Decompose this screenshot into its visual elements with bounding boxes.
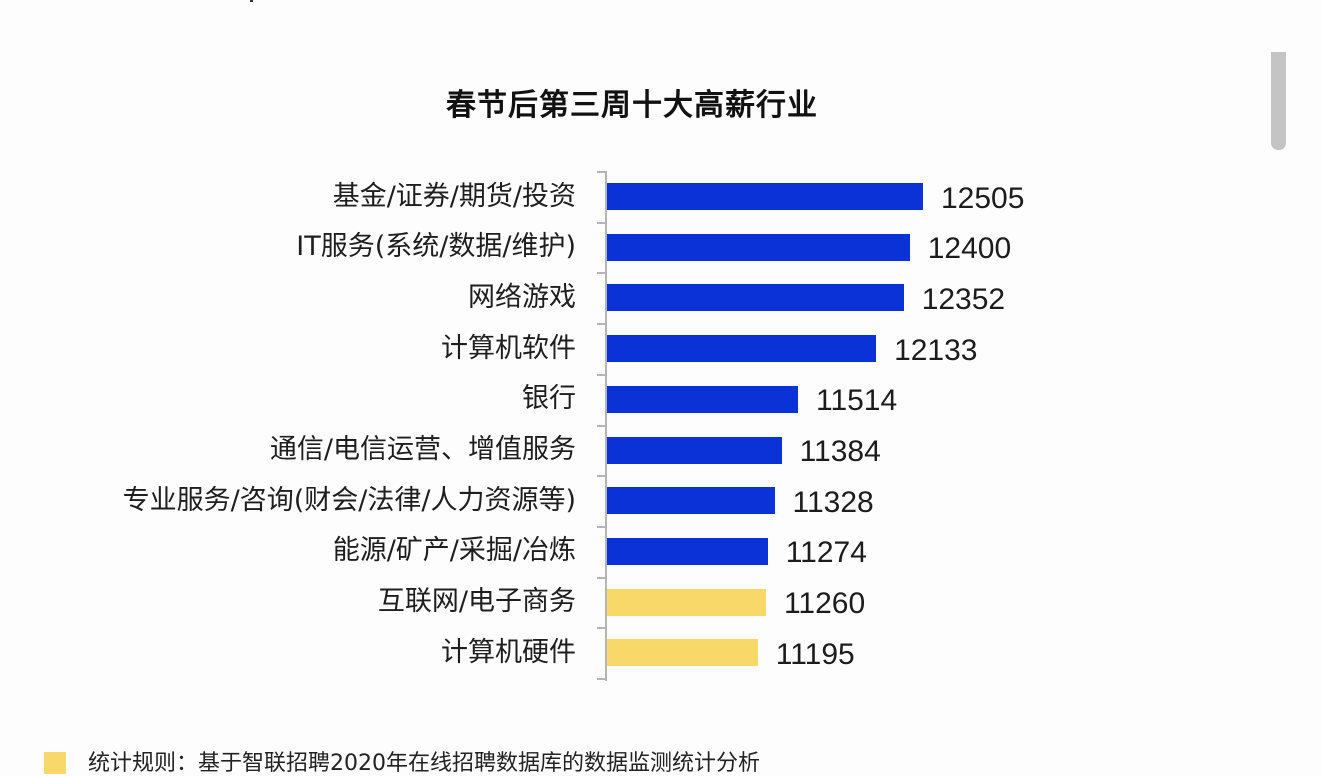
axis-tick xyxy=(597,627,606,630)
bar xyxy=(607,436,782,464)
data-label: 11260 xyxy=(783,587,866,621)
data-label: 12133 xyxy=(894,333,978,367)
axis-tick xyxy=(597,373,606,376)
axis-tick xyxy=(597,272,606,275)
category-label: 计算机软件 xyxy=(441,332,576,364)
scrollbar-thumb[interactable] xyxy=(1271,52,1286,150)
axis-tick xyxy=(597,323,606,326)
axis-tick xyxy=(597,525,606,528)
data-label: 11384 xyxy=(799,435,881,468)
category-label: 计算机硬件 xyxy=(441,636,576,668)
category-label: 基金/证券/期货/投资 xyxy=(332,180,576,212)
axis-tick xyxy=(597,475,606,478)
category-label: IT服务(系统/数据/维护) xyxy=(296,231,576,263)
data-label: 11514 xyxy=(815,384,898,418)
category-axis xyxy=(605,171,607,681)
axis-tick xyxy=(597,171,606,173)
data-label: 12505 xyxy=(941,181,1025,215)
category-label: 专业服务/咨询(财会/法律/人力资源等) xyxy=(122,484,576,516)
data-label: 11274 xyxy=(785,536,867,570)
axis-tick xyxy=(597,424,606,427)
bar xyxy=(607,284,904,312)
category-label: 互联网/电子商务 xyxy=(377,586,576,618)
bar xyxy=(607,335,877,363)
bar xyxy=(607,487,775,515)
bar xyxy=(607,233,910,261)
chart-title: 春节后第三周十大高薪行业 xyxy=(446,88,818,123)
artifact-dot xyxy=(250,0,253,2)
category-label: 通信/电信运营、增值服务 xyxy=(269,434,576,465)
footnote: 统计规则：基于智联招聘2020年在线招聘数据库的数据监测统计分析 xyxy=(44,752,760,776)
bar xyxy=(607,385,798,413)
data-label: 12352 xyxy=(921,282,1006,316)
category-label: 银行 xyxy=(522,383,576,415)
axis-tick xyxy=(597,576,606,579)
legend-swatch xyxy=(44,752,66,774)
data-label: 11328 xyxy=(792,485,874,519)
bar xyxy=(607,588,766,616)
category-label: 能源/矿产/采掘/冶炼 xyxy=(332,535,576,567)
data-label: 12400 xyxy=(927,232,1012,266)
axis-tick xyxy=(597,678,606,680)
axis-tick xyxy=(597,221,606,224)
bar xyxy=(607,639,758,667)
bar xyxy=(607,183,923,210)
footnote-text: 统计规则：基于智联招聘2020年在线招聘数据库的数据监测统计分析 xyxy=(88,751,760,776)
category-label: 网络游戏 xyxy=(468,281,576,313)
bar xyxy=(607,537,768,565)
data-label: 11195 xyxy=(775,637,855,671)
